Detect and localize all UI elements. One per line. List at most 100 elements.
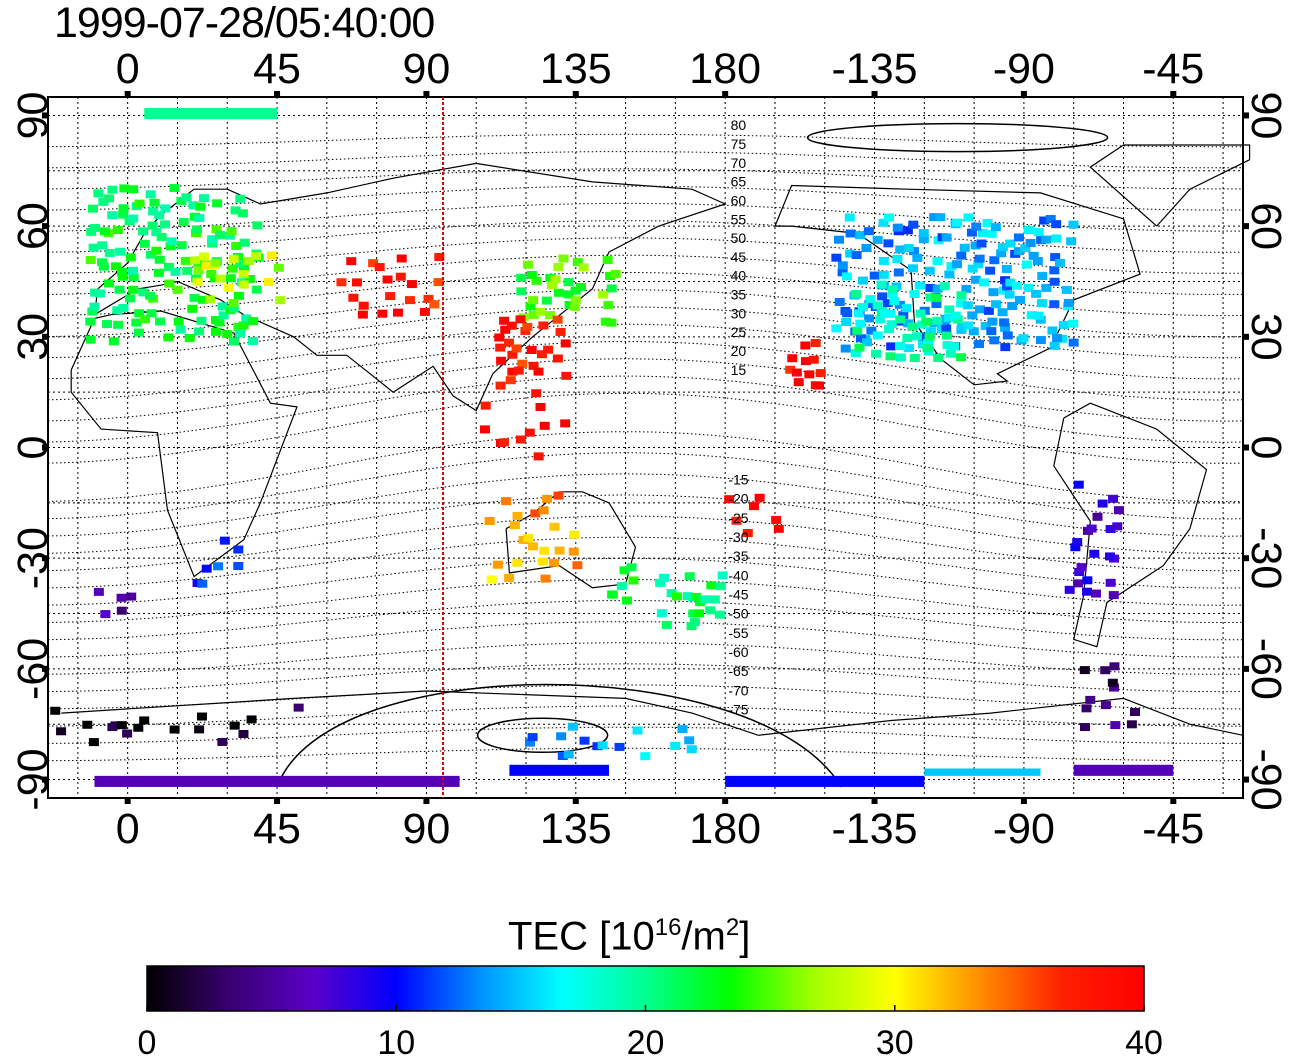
tec-point <box>1013 247 1024 256</box>
tec-point <box>235 259 246 268</box>
tec-point <box>968 327 979 336</box>
tec-point <box>1052 334 1063 343</box>
tec-point <box>201 261 212 270</box>
tec-point <box>214 318 225 327</box>
tec-point <box>944 270 955 279</box>
contour-label: 80 <box>731 117 747 133</box>
tec-point <box>434 252 445 261</box>
contour-label: -65 <box>728 663 748 679</box>
bottom-axis-tick <box>124 798 131 804</box>
tec-point <box>677 725 688 734</box>
tec-point <box>742 529 753 538</box>
tec-point <box>695 598 706 607</box>
tec-point <box>406 280 417 289</box>
tec-point <box>1086 524 1097 533</box>
top-lon-tick-label: 135 <box>540 45 612 93</box>
tec-point <box>671 592 682 601</box>
tec-point <box>864 314 875 323</box>
tec-point <box>887 285 898 294</box>
tec-point <box>97 258 108 267</box>
tec-point <box>540 574 551 583</box>
contour-label: 45 <box>731 249 747 265</box>
tec-point <box>925 283 936 292</box>
tec-point <box>154 211 165 220</box>
tec-point <box>149 198 160 207</box>
tec-point <box>878 270 889 279</box>
tec-point <box>128 266 139 275</box>
top-lon-tick-label: -45 <box>1142 45 1204 93</box>
bottom-axis-tick <box>1170 798 1177 804</box>
tec-point <box>884 325 895 334</box>
coastline-path <box>70 310 298 578</box>
tec-point <box>119 184 130 193</box>
tec-point <box>931 293 942 302</box>
tec-point <box>293 703 304 712</box>
tec-point <box>962 301 973 310</box>
tec-point <box>889 297 900 306</box>
bottom-axis-tick <box>572 798 579 804</box>
tec-point <box>989 336 1000 345</box>
tec-point <box>543 345 554 354</box>
tec-point <box>872 331 883 340</box>
bottom-axis-tick <box>722 798 729 804</box>
contour-label: -60 <box>728 644 748 660</box>
tec-point <box>724 495 735 504</box>
tec-point <box>908 220 919 229</box>
tec-point <box>125 253 136 262</box>
tec-point <box>1020 244 1031 253</box>
tec-point <box>100 610 111 619</box>
tec-point <box>1112 522 1123 531</box>
tec-point <box>492 560 503 569</box>
tec-point <box>686 622 697 631</box>
tec-point <box>909 354 920 363</box>
tec-point <box>971 222 982 231</box>
tec-point <box>1002 331 1013 340</box>
tec-point <box>213 562 224 571</box>
tec-point <box>164 279 175 288</box>
tec-point <box>228 337 239 346</box>
tec-point <box>886 342 897 351</box>
colorbar-label-exp2: 2 <box>725 914 740 941</box>
tec-point <box>956 299 967 308</box>
tec-point <box>197 579 208 588</box>
tec-point <box>689 618 700 627</box>
tec-point <box>273 263 284 272</box>
tec-point <box>1005 239 1016 248</box>
magnetic-contour-line <box>47 705 1243 727</box>
tec-point <box>682 592 693 601</box>
tec-point <box>139 716 150 725</box>
tec-point <box>500 325 511 334</box>
tec-point <box>107 185 118 194</box>
tec-point <box>552 315 563 324</box>
tec-point <box>950 311 961 320</box>
tec-point <box>165 242 176 251</box>
tec-point <box>515 435 526 444</box>
contour-label: -25 <box>728 510 748 526</box>
tec-point <box>831 324 842 333</box>
tec-point <box>731 516 742 525</box>
contour-label: 35 <box>731 287 747 303</box>
tec-point <box>145 190 156 199</box>
tec-point <box>153 268 164 277</box>
tec-point <box>1061 285 1072 294</box>
tec-point <box>233 562 244 571</box>
tec-point <box>233 545 244 554</box>
tec-point <box>531 276 542 285</box>
tec-point <box>878 218 889 227</box>
tec-point <box>717 571 728 580</box>
tec-point <box>791 368 802 377</box>
tec-point <box>484 516 495 525</box>
tec-point <box>563 750 574 759</box>
tec-point <box>546 281 557 290</box>
colorbar-title: TEC [1016/m2] <box>508 905 750 959</box>
tec-point <box>871 349 882 358</box>
tec-point <box>570 296 581 305</box>
tec-point <box>550 275 561 284</box>
tec-point <box>973 260 984 269</box>
tec-point <box>194 725 205 734</box>
tec-point <box>996 249 1007 258</box>
left-axis-tick <box>42 223 48 230</box>
tec-point <box>606 318 617 327</box>
tec-point <box>138 288 149 297</box>
